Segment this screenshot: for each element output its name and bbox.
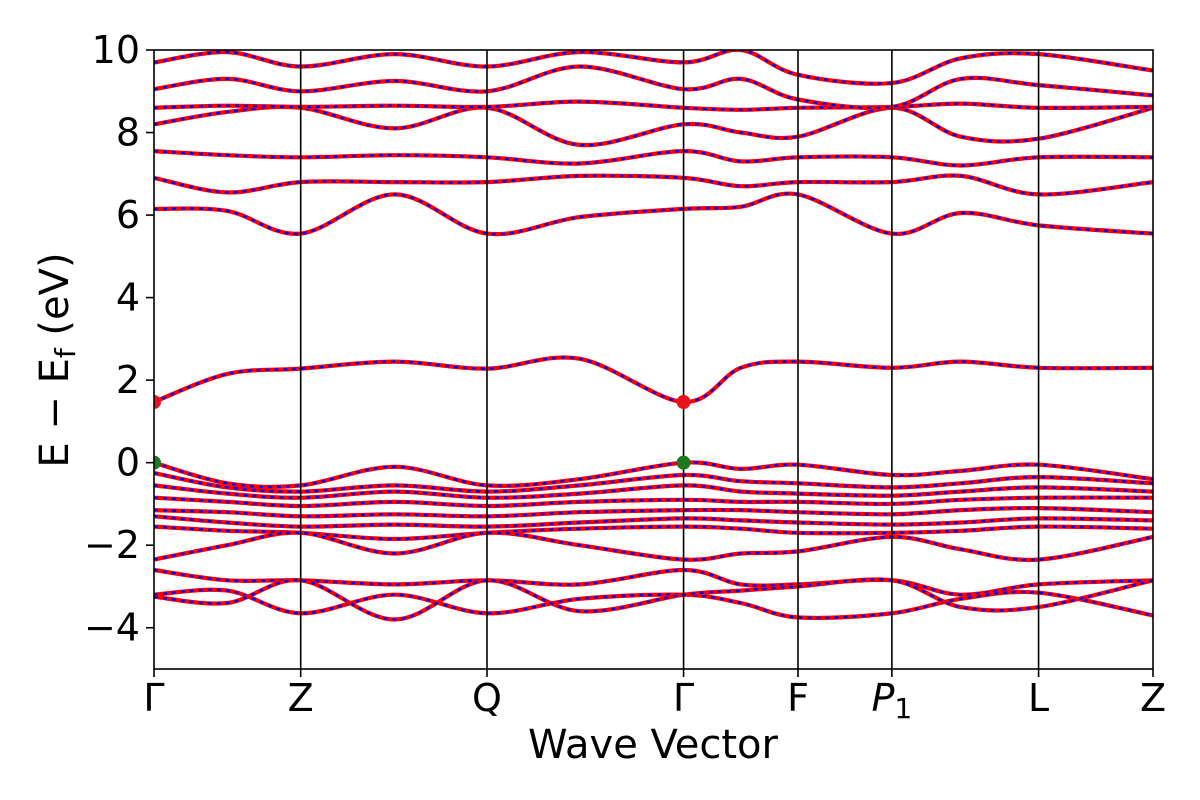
band-line-3: [154, 148, 1153, 168]
band-line-6: [154, 64, 1153, 111]
band-line-15: [154, 530, 1153, 563]
band-line-dashed-4: [154, 105, 1153, 147]
y-tick-label-1: 8: [116, 111, 140, 155]
x-axis-label: Wave Vector: [528, 722, 779, 768]
band-line-dashed-1: [154, 192, 1153, 236]
band-edge-markers: [154, 395, 691, 470]
band-line-dashed-9: [154, 471, 1153, 493]
y-axis-label-unit: (eV): [32, 252, 78, 348]
y-tick-label-3: 4: [116, 276, 140, 320]
band-line-dashed-18: [154, 578, 1153, 621]
y-tick-label-6: −2: [84, 523, 140, 567]
y-tick-label-5: 0: [116, 441, 140, 485]
y-tick-label-4: 2: [116, 358, 140, 402]
band-line-5: [154, 99, 1153, 112]
x-tick-label-4: F: [787, 676, 809, 720]
band-line-2: [154, 173, 1153, 197]
x-tick-label-5: P1: [872, 676, 913, 725]
y-tick-label-0: 10: [92, 28, 140, 72]
bands-layer: [154, 50, 1153, 622]
band-line-dashed-6: [154, 65, 1153, 110]
band-line-dashed-15: [154, 531, 1153, 562]
band-line-1: [154, 191, 1153, 237]
x-tick-label-0: Γ: [143, 676, 164, 720]
marker-cbm-1: [676, 395, 691, 410]
x-tick-label-6: L: [1028, 676, 1049, 720]
marker-vbm-2: [154, 455, 161, 470]
x-tick-label-2: Q: [472, 676, 502, 720]
band-line-0: [154, 355, 1153, 405]
x-axis-ticks: Γ Z Q Γ F P1 L Z: [143, 669, 1166, 725]
y-axis-label: E − Ef (eV): [32, 252, 82, 467]
y-tick-label-2: 6: [116, 193, 140, 237]
x-tick-label-7: Z: [1140, 676, 1166, 720]
marker-vbm-3: [676, 455, 691, 470]
y-axis-label-sub: f: [49, 347, 82, 358]
kpoint-lines: [299, 50, 1040, 669]
plot-frame: [153, 49, 1154, 670]
x-tick-label-3: Γ: [673, 676, 694, 720]
band-line-4: [154, 104, 1153, 148]
x-tick-label-1: Z: [288, 676, 314, 720]
y-axis-label-main: E − E: [32, 358, 78, 468]
y-tick-label-7: −4: [84, 606, 140, 650]
y-axis-ticks: 10 8 6 4 2 0 −2 −4: [84, 28, 154, 650]
marker-cbm-0: [154, 395, 161, 410]
